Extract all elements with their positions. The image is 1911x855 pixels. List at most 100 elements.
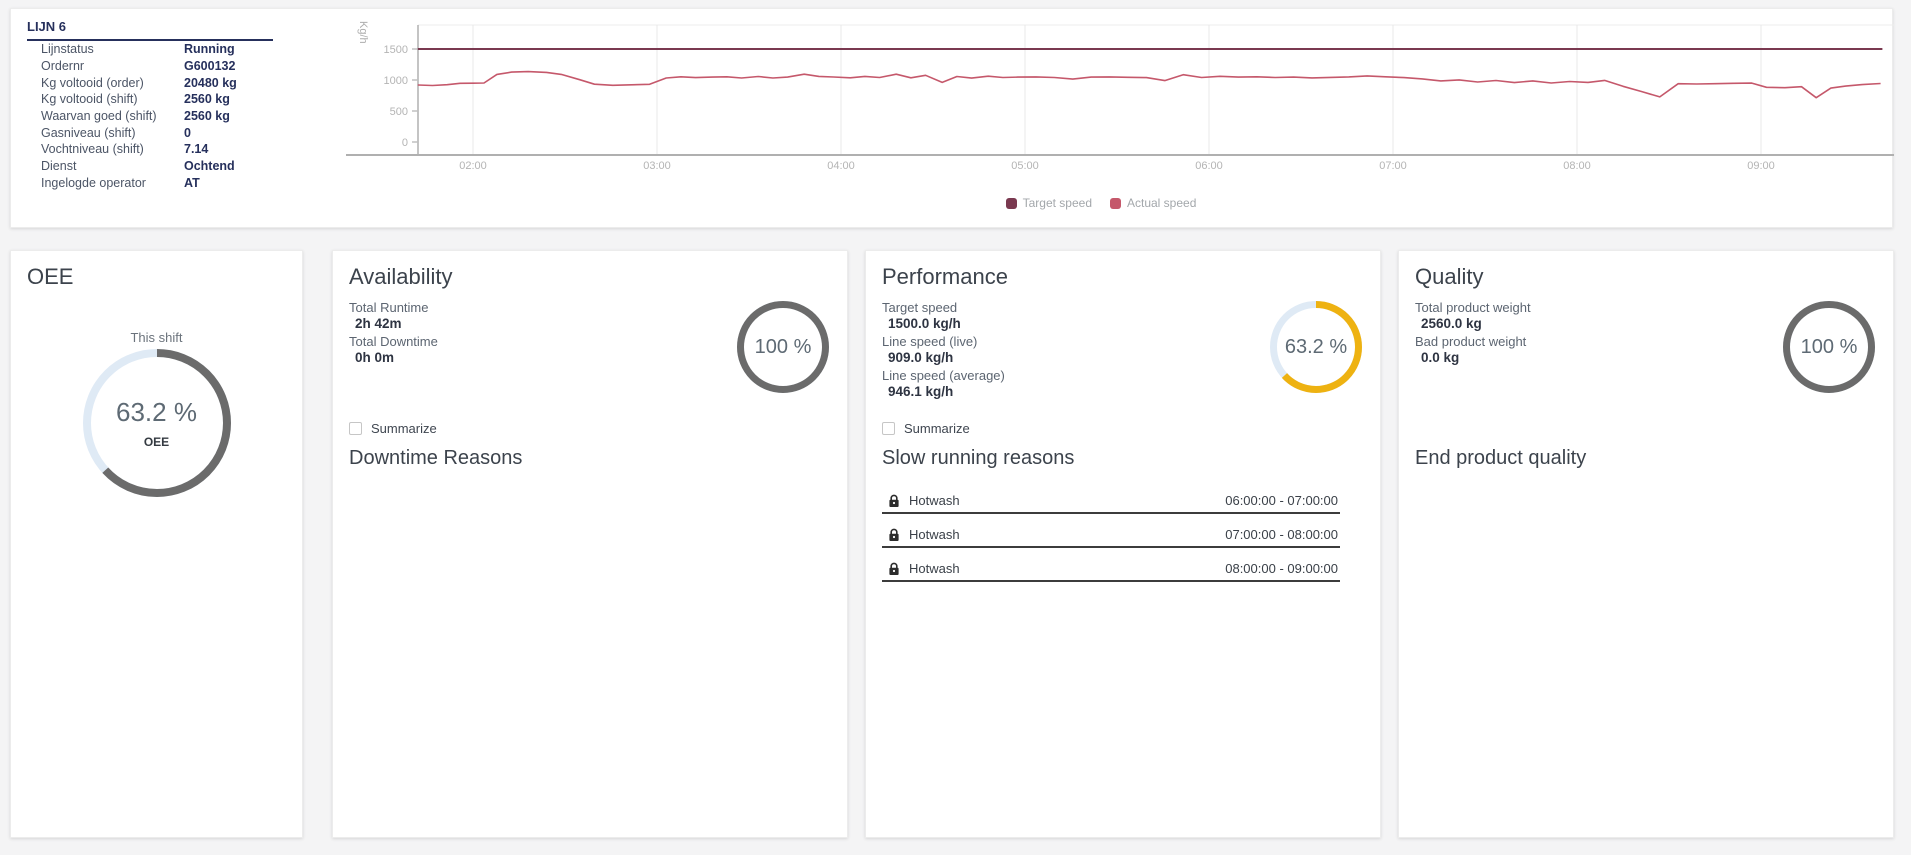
- end-product-quality-title: End product quality: [1415, 447, 1587, 469]
- row-label: Vochtniveau (shift): [41, 142, 144, 157]
- svg-text:02:00: 02:00: [459, 160, 487, 172]
- svg-text:1500: 1500: [384, 44, 408, 56]
- lock-icon: [889, 494, 899, 507]
- performance-stats: Target speed 1500.0 kg/h Line speed (liv…: [882, 300, 1364, 420]
- stat-value: 1500.0 kg/h: [888, 316, 961, 331]
- legend-label: Actual speed: [1127, 196, 1197, 210]
- slow-running-reason-row[interactable]: Hotwash 06:00:00 - 07:00:00: [882, 493, 1340, 514]
- oee-gauge-sublabel: OEE: [143, 435, 170, 449]
- line-info-table: LIJN 6 Lijnstatus Running Ordernr G60013…: [27, 15, 273, 191]
- reason-name: Hotwash: [909, 493, 960, 508]
- actual-speed-swatch-icon: [1110, 197, 1121, 209]
- table-row: Ordernr G600132: [27, 58, 273, 75]
- quality-gauge-value: 100 %: [1800, 335, 1858, 358]
- kpi-cards-row: OEE This shift 63.2 % OEE Availability T…: [10, 250, 1894, 838]
- table-row: Waarvan goed (shift) 2560 kg: [27, 108, 273, 125]
- availability-gauge-center: 100 %: [735, 299, 831, 395]
- performance-gauge-center: 63.2 %: [1268, 299, 1364, 395]
- oee-gauge-center: 63.2 % OEE: [82, 348, 232, 498]
- stat-value: 0h 0m: [355, 350, 395, 365]
- speed-chart: 0 500 1000 1500 02:00 03:00 04:00 05:00 06:00 07:…: [346, 9, 1896, 229]
- slow-running-reasons-title: Slow running reasons: [882, 447, 1075, 469]
- stat-label: Line speed (live): [882, 334, 978, 349]
- row-label: Ingelogde operator: [41, 175, 146, 190]
- table-row: Kg voltooid (shift) 2560 kg: [27, 91, 273, 108]
- row-label: Lijnstatus: [41, 42, 94, 57]
- availability-card: Availability Total Runtime 2h 42m Total …: [332, 250, 848, 838]
- stat-value: 909.0 kg/h: [888, 350, 954, 365]
- downtime-reasons-title: Downtime Reasons: [349, 447, 523, 469]
- row-value: 7.14: [184, 142, 209, 157]
- row-label: Kg voltooid (shift): [41, 92, 138, 107]
- performance-gauge: 63.2 %: [1268, 299, 1364, 395]
- summarize-label: Summarize: [904, 421, 970, 436]
- legend-item-target-speed[interactable]: Target speed: [1005, 196, 1092, 210]
- row-value: Running: [184, 42, 235, 57]
- slow-running-reason-row[interactable]: Hotwash 08:00:00 - 09:00:00: [882, 561, 1340, 582]
- reason-name: Hotwash: [909, 561, 960, 576]
- chart-legend: Target speed Actual speed: [346, 196, 1856, 210]
- stat-value: 2h 42m: [355, 316, 402, 331]
- stat-value: 2560.0 kg: [1421, 316, 1482, 331]
- quality-card-title: Quality: [1415, 264, 1484, 289]
- svg-text:09:00: 09:00: [1747, 160, 1775, 172]
- oee-card: OEE This shift 63.2 % OEE: [10, 250, 303, 838]
- stat-label: Bad product weight: [1415, 334, 1527, 349]
- svg-text:08:00: 08:00: [1563, 160, 1591, 172]
- svg-text:1000: 1000: [384, 75, 408, 87]
- row-value: 20480 kg: [184, 75, 237, 90]
- oee-gauge-block: This shift 63.2 % OEE: [27, 330, 286, 498]
- row-value: 2560 kg: [184, 109, 230, 124]
- quality-card: Quality Total product weight 2560.0 kg B…: [1398, 250, 1894, 838]
- oee-card-title: OEE: [27, 264, 74, 289]
- svg-text:04:00: 04:00: [827, 160, 855, 172]
- row-label: Ordernr: [41, 59, 85, 74]
- table-row: Vochtniveau (shift) 7.14: [27, 141, 273, 158]
- table-row: Lijnstatus Running: [27, 41, 273, 58]
- oee-gauge-value: 63.2 %: [116, 397, 197, 427]
- row-value: AT: [184, 175, 200, 190]
- stat-value: 0.0 kg: [1421, 350, 1460, 365]
- slow-running-reason-row[interactable]: Hotwash 07:00:00 - 08:00:00: [882, 527, 1340, 548]
- oee-gauge: 63.2 % OEE: [82, 348, 232, 498]
- legend-item-actual-speed[interactable]: Actual speed: [1110, 196, 1196, 210]
- svg-text:0: 0: [402, 137, 408, 149]
- row-value: Ochtend: [184, 159, 235, 174]
- performance-summarize-checkbox[interactable]: [882, 422, 895, 435]
- performance-card: Performance Target speed 1500.0 kg/h Lin…: [865, 250, 1381, 838]
- row-value: 2560 kg: [184, 92, 230, 107]
- stat-value: 946.1 kg/h: [888, 384, 954, 399]
- availability-card-title: Availability: [349, 264, 453, 289]
- table-row: Dienst Ochtend: [27, 158, 273, 175]
- availability-summarize-row: Summarize: [349, 420, 831, 437]
- legend-label: Target speed: [1022, 196, 1092, 210]
- stat-label: Target speed: [882, 300, 958, 315]
- availability-stats: Total Runtime 2h 42m Total Downtime 0h 0…: [349, 300, 831, 420]
- row-label: Kg voltooid (order): [41, 75, 144, 90]
- summarize-label: Summarize: [371, 421, 437, 436]
- reason-time: 07:00:00 - 08:00:00: [1225, 527, 1338, 542]
- svg-text:Kg/h: Kg/h: [357, 21, 369, 44]
- row-label: Dienst: [41, 159, 77, 174]
- reason-name: Hotwash: [909, 527, 960, 542]
- performance-summarize-row: Summarize: [882, 420, 1364, 437]
- svg-text:06:00: 06:00: [1195, 160, 1223, 172]
- svg-text:500: 500: [390, 106, 408, 118]
- stat-label: Total Runtime: [349, 300, 429, 315]
- svg-text:07:00: 07:00: [1379, 160, 1407, 172]
- table-row: Gasniveau (shift) 0: [27, 124, 273, 141]
- line-status-panel: LIJN 6 Lijnstatus Running Ordernr G60013…: [10, 8, 1896, 229]
- quality-gauge-center: 100 %: [1781, 299, 1877, 395]
- svg-text:05:00: 05:00: [1011, 160, 1039, 172]
- availability-gauge: 100 %: [735, 299, 831, 395]
- this-shift-label: This shift: [130, 330, 183, 345]
- row-label: Waarvan goed (shift): [41, 109, 157, 124]
- line-title: LIJN 6: [27, 15, 273, 41]
- table-row: Ingelogde operator AT: [27, 175, 273, 192]
- lock-icon: [889, 528, 899, 541]
- performance-gauge-value: 63.2 %: [1284, 335, 1348, 358]
- availability-summarize-checkbox[interactable]: [349, 422, 362, 435]
- svg-text:03:00: 03:00: [643, 160, 671, 172]
- quality-gauge: 100 %: [1781, 299, 1877, 395]
